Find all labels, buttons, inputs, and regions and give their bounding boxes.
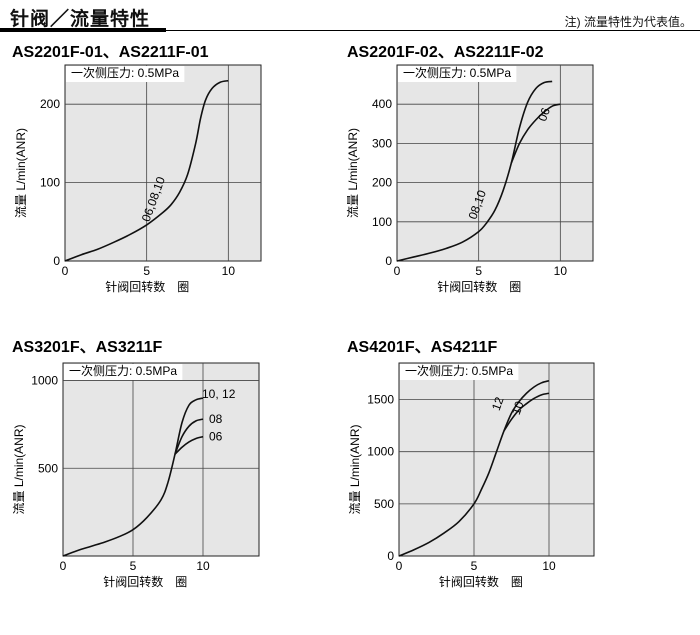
y-tick-label: 100 (40, 176, 60, 190)
footnote: 注) 流量特性为代表值。 (564, 15, 692, 29)
series-label: 12 (489, 395, 507, 413)
x-tick-label: 10 (196, 559, 210, 573)
annotation-background (66, 66, 185, 82)
series-label: 10, 12 (202, 387, 236, 401)
x-axis-label: 针阀回转数 圈 (439, 574, 523, 589)
chart-as4201f: AS4201F、AS4211F 0 5 10 0 500 1000 1500 针阀回转数 圈 流量… (347, 339, 595, 589)
y-tick-label: 100 (372, 215, 392, 229)
y-tick-label: 500 (374, 497, 394, 511)
series-label: 10 (509, 399, 527, 417)
series-line (64, 79, 229, 262)
series-line (62, 397, 204, 557)
series-line (174, 435, 204, 455)
chart-as2201f-02: AS2201F-02、AS2211F-020 5 100100200300400针阀… (346, 44, 594, 294)
pressure-annotation: 一次侧压力: 0.5MPa (405, 364, 513, 378)
y-tick-label: 500 (38, 461, 58, 475)
x-tick-label: 10 (554, 264, 568, 278)
y-tick-label: 200 (372, 176, 392, 190)
y-tick-label: 400 (372, 97, 392, 111)
page-title: 针阀／流量特性 (10, 9, 151, 30)
annotation-background (64, 364, 183, 380)
plot-area (64, 64, 262, 262)
x-tick-label: 5 (130, 559, 137, 573)
series-line (396, 80, 553, 262)
series-label: 06 (535, 106, 553, 124)
title-rule (0, 30, 700, 31)
chart-title: AS3201F、AS3211F (12, 339, 163, 356)
pressure-annotation: 一次侧压力: 0.5MPa (71, 66, 179, 80)
y-tick-label: 1500 (367, 393, 394, 407)
plot-area (398, 362, 595, 557)
series-line (510, 103, 561, 164)
x-tick-label: 10 (222, 264, 236, 278)
y-axis-label: 流量 L/min(ANR) (14, 128, 28, 218)
y-tick-label: 1000 (367, 445, 394, 459)
x-tick-label: 0 (62, 264, 69, 278)
y-axis-label: 流量 L/min(ANR) (12, 424, 26, 514)
y-tick-label: 0 (53, 254, 60, 268)
x-tick-label: 10 (542, 559, 556, 573)
x-tick-label: 5 (471, 559, 478, 573)
x-tick-label: 5 (475, 264, 482, 278)
chart-title: AS4201F、AS4211F (347, 339, 498, 356)
y-axis-label: 流量 L/min(ANR) (346, 128, 360, 218)
x-tick-label: 0 (396, 559, 403, 573)
chart-as3201f: AS3201F、AS3211F 0 5 10 500 1000 针阀回转数 圈 流量 L/mi… (12, 339, 260, 589)
series-line (503, 392, 550, 432)
chart-title: AS2201F-02、AS2211F-02 (347, 44, 544, 61)
y-tick-label: 200 (40, 97, 60, 111)
x-axis-label: 针阀回转数 圈 (103, 574, 187, 589)
plot-area (62, 362, 260, 557)
y-tick-label: 0 (387, 549, 394, 563)
series-line (174, 418, 204, 455)
series-label: 08 (209, 412, 223, 426)
annotation-background (398, 66, 517, 82)
chart-title: AS2201F-01、AS2211F-01 (12, 44, 209, 61)
annotation-background (400, 364, 519, 380)
y-tick-label: 300 (372, 136, 392, 150)
x-axis-label: 针阀回转数 圈 (105, 279, 189, 294)
x-tick-label: 5 (143, 264, 150, 278)
x-tick-label: 0 (60, 559, 67, 573)
y-tick-label: 1000 (31, 374, 58, 388)
pressure-annotation: 一次侧压力: 0.5MPa (403, 66, 511, 80)
series-line (398, 379, 550, 557)
y-tick-label: 0 (385, 254, 392, 268)
pressure-annotation: 一次侧压力: 0.5MPa (69, 364, 177, 378)
x-tick-label: 0 (394, 264, 401, 278)
y-axis-label: 流量 L/min(ANR) (348, 424, 362, 514)
x-axis-label: 针阀回转数 圈 (437, 279, 521, 294)
series-label: 06 (209, 430, 223, 444)
plot-area (396, 64, 594, 262)
